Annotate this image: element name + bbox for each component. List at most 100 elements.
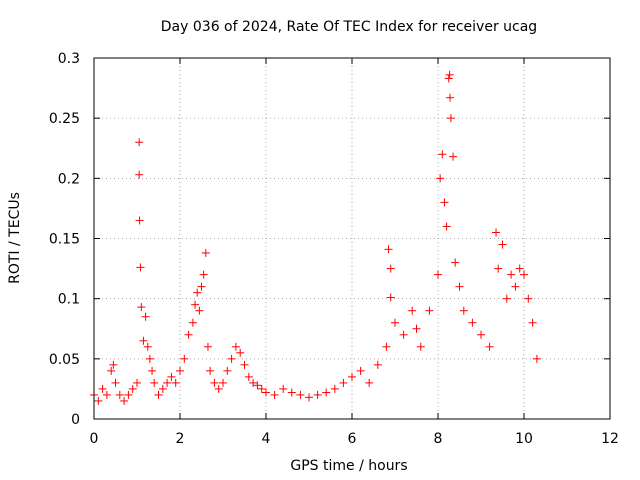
data-point [191,300,200,309]
grid-lines [94,58,610,419]
data-point [445,70,454,79]
data-point [442,222,451,231]
data-point [154,390,163,399]
data-point [214,384,223,393]
data-point [455,282,464,291]
data-point [386,293,395,302]
data-point [240,360,249,369]
y-tick-label: 0.15 [49,232,80,248]
data-point [468,318,477,327]
data-point [188,318,197,327]
data-point [451,258,460,267]
data-point [158,384,167,393]
data-point [524,294,533,303]
data-point [150,378,159,387]
x-tick-label: 4 [262,431,271,447]
data-point [416,342,425,351]
data-point [528,318,537,327]
y-tick-label: 0.3 [58,51,80,67]
data-point [434,270,442,279]
data-point [279,384,288,393]
data-point [197,282,206,291]
data-point [348,372,356,381]
y-axis-label: ROTI / TECUs [7,192,23,284]
data-point [210,378,219,387]
data-point [176,366,184,375]
data-point [507,270,516,279]
x-tick-label: 2 [176,431,185,447]
data-point [365,378,374,387]
data-point [135,170,144,179]
data-point [94,396,103,405]
data-point [449,152,458,161]
data-point [124,390,133,399]
data-point [231,342,240,351]
data-point [206,366,215,375]
data-point [373,360,382,369]
data-point [98,384,107,393]
data-point [270,390,279,399]
x-tick-label: 12 [601,431,619,447]
data-point [201,248,210,257]
data-point [139,336,148,345]
data-point [219,378,227,387]
data-point [532,354,541,363]
data-point [313,390,322,399]
data-point [511,282,520,291]
data-point [296,390,305,399]
x-tick-label: 6 [348,431,357,447]
data-point [141,312,150,321]
data-point [184,330,193,339]
data-point [135,216,144,225]
data-point [180,354,189,363]
data-point [436,174,445,183]
data-point [515,264,524,273]
data-point [257,384,266,393]
data-point [133,378,141,387]
data-point [446,93,455,102]
data-point [386,264,395,273]
x-axis-label: GPS time / hours [290,458,407,474]
data-point [135,138,144,147]
data-point [399,330,408,339]
y-tick-label: 0.25 [49,111,80,127]
data-point [382,342,391,351]
data-point [262,388,270,397]
data-point [167,372,176,381]
axis-ticks: 0 2 4 6 8 10 12 0 0.05 0.1 0.15 0.2 0.25 0.3 [49,51,619,447]
y-tick-label: 0 [71,412,80,428]
data-point [195,306,204,315]
data-point [485,342,494,351]
x-tick-label: 0 [90,431,99,447]
data-point [109,360,118,369]
data-point [459,306,468,315]
data-point [193,288,202,297]
data-point [145,354,154,363]
data-point [227,354,236,363]
data-point [391,318,399,327]
data-point [236,348,245,357]
data-point [137,303,146,312]
data-point [203,342,212,351]
data-point [287,388,296,397]
data-point [115,390,124,399]
data-point [492,228,501,237]
data-point [502,294,511,303]
data-point [136,263,145,272]
data-point [322,388,331,397]
y-tick-label: 0.2 [58,171,80,187]
chart-title: Day 036 of 2024, Rate Of TEC Index for r… [161,19,537,35]
data-point [199,270,208,279]
data-point [446,114,455,123]
data-point [120,396,129,405]
data-point [111,378,120,387]
data-points [90,70,541,405]
data-point [102,390,111,399]
data-point [438,150,447,159]
data-point [339,378,348,387]
data-point [494,264,503,273]
data-point [171,378,180,387]
data-point [384,245,393,254]
data-point [305,393,313,402]
